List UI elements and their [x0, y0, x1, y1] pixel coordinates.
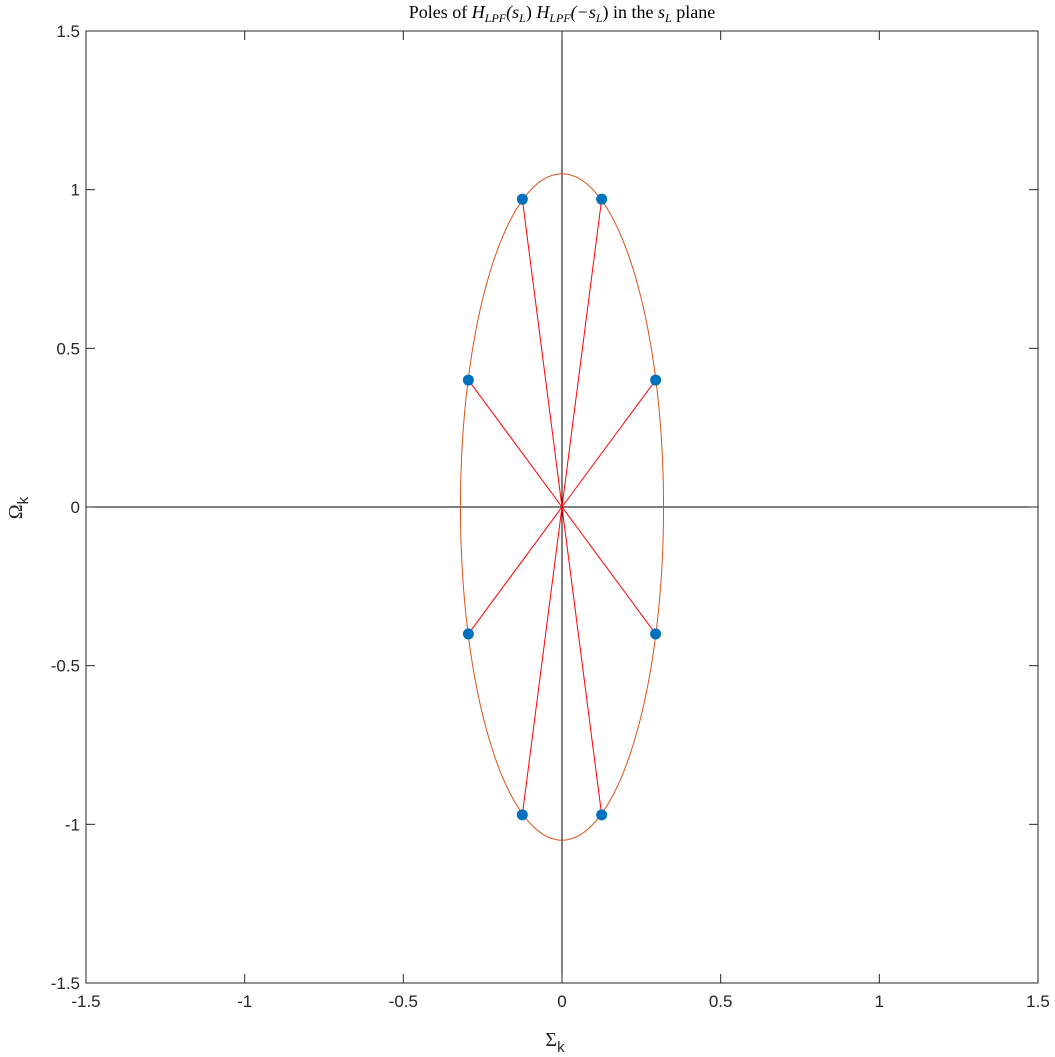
x-tick-label-0: -1.5 — [71, 992, 100, 1011]
pole-spoke-1 — [561, 199, 603, 508]
x-tick-label-1: -1 — [237, 992, 252, 1011]
pole-marker-0 — [516, 193, 528, 205]
plot-area: -1.5 -1 -0.5 0 0.5 1 1.5 -1.5 -1 -0.5 0 0.5 1 1.5 — [51, 22, 1050, 1011]
y-tick-label-0: -1.5 — [51, 974, 80, 993]
pole-marker-7 — [596, 809, 608, 821]
y-tick-label-5: 1 — [71, 181, 80, 200]
x-axis-label: Σk — [545, 1029, 565, 1056]
pole-spoke-5 — [561, 506, 657, 635]
x-tick-label-3: 0 — [557, 992, 566, 1011]
pole-spoke-2 — [467, 379, 563, 508]
pole-spoke-7 — [561, 506, 603, 815]
y-tick-label-2: -0.5 — [51, 657, 80, 676]
x-tick-label-6: 1.5 — [1026, 992, 1050, 1011]
pole-spoke-6 — [521, 506, 563, 815]
x-tick-label-2: -0.5 — [389, 992, 418, 1011]
y-tick-label-6: 1.5 — [56, 22, 80, 41]
y-tick-label-1: -1 — [65, 815, 80, 834]
y-tick-label-3: 0 — [71, 498, 80, 517]
pole-spoke-4 — [467, 506, 563, 635]
pole-marker-3 — [650, 374, 662, 386]
pole-marker-2 — [462, 374, 474, 386]
x-tick-label-5: 1 — [875, 992, 884, 1011]
pole-spoke-0 — [521, 199, 563, 508]
pole-marker-4 — [462, 628, 474, 640]
y-tick-label-4: 0.5 — [56, 339, 80, 358]
pole-marker-5 — [650, 628, 662, 640]
y-axis-label: Ωk — [5, 496, 32, 519]
pole-spoke-3 — [561, 379, 657, 508]
x-tick-label-4: 0.5 — [709, 992, 733, 1011]
chart-title: Poles of HLPF(sL) HLPF(−sL) in the sL pl… — [409, 2, 715, 25]
pole-marker-1 — [596, 193, 608, 205]
ellipse-curve — [459, 173, 665, 841]
pole-marker-6 — [516, 809, 528, 821]
